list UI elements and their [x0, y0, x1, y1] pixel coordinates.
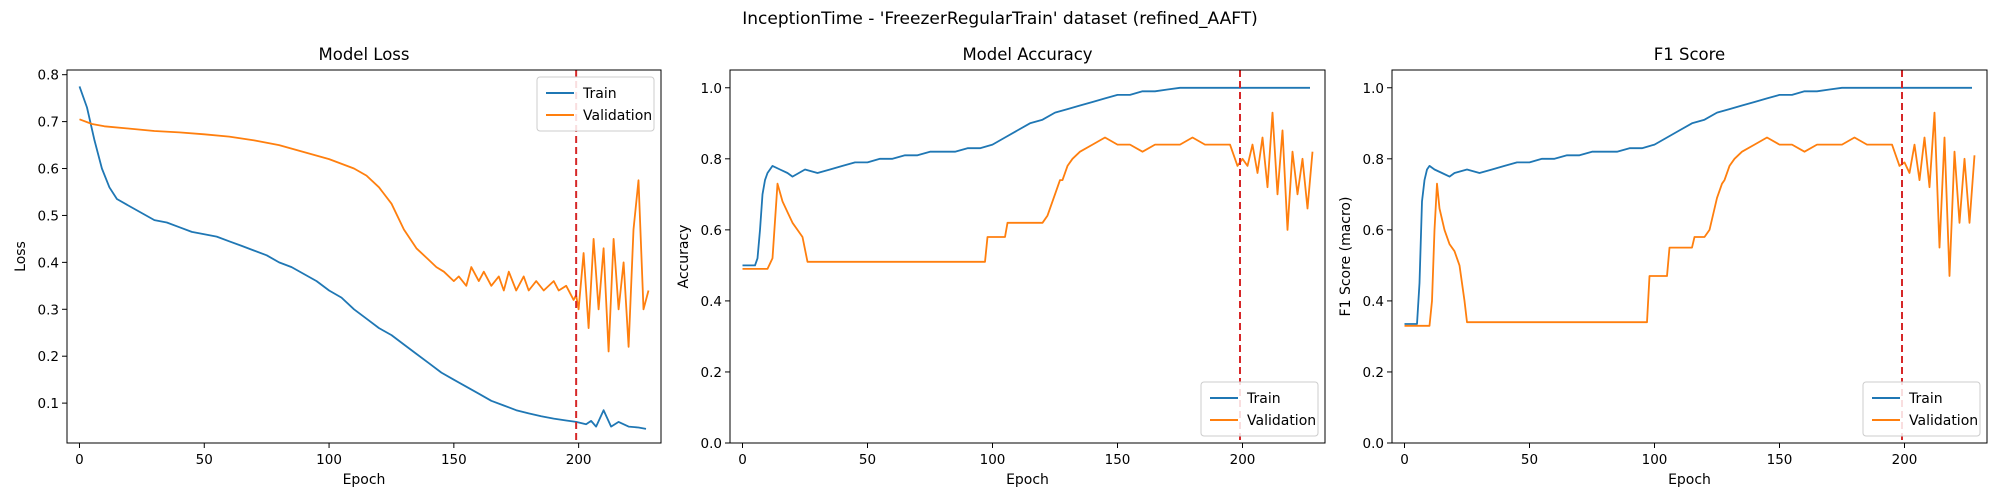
series-line-train	[1404, 86, 1972, 325]
legend-label-train: Train	[1908, 391, 1943, 407]
y-tick-label: 0.7	[38, 115, 59, 131]
y-tick-label: 0.2	[38, 349, 59, 365]
legend-label-train: Train	[1246, 391, 1281, 407]
y-axis-label: Accuracy	[676, 225, 692, 289]
legend-label-validation: Validation	[583, 108, 652, 124]
y-tick-label: 0.0	[701, 436, 722, 452]
x-tick-label: 0	[1400, 452, 1409, 468]
y-tick-label: 0.4	[1363, 294, 1384, 310]
chart-title: Model Loss	[319, 45, 410, 64]
y-tick-label: 0.4	[38, 255, 59, 271]
chart-panel-3: 0 50 100 150 200 0.0 0.2 0.4 0.6 0.8 1.0 F1 Score Ep…	[1338, 45, 1988, 488]
chart-panel-1: 0 50 100 150 200 0.1 0.2 0.3 0.4 0.5 0.6 0.7 0.8 Mode…	[13, 45, 662, 488]
x-tick-label: 100	[316, 452, 342, 468]
x-tick-label: 50	[859, 452, 876, 468]
series-line-validation	[79, 118, 650, 353]
x-tick-label: 100	[980, 452, 1006, 468]
y-tick-label: 0.4	[701, 294, 722, 310]
y-tick-label: 0.1	[38, 396, 59, 412]
chart-title: Model Accuracy	[962, 45, 1092, 64]
x-tick-label: 0	[75, 452, 84, 468]
y-tick-label: 0.0	[1363, 436, 1384, 452]
x-tick-label: 200	[1892, 452, 1918, 468]
x-tick-label: 50	[1521, 452, 1538, 468]
x-axis-label: Epoch	[343, 472, 386, 488]
x-axis-label: Epoch	[1006, 472, 1049, 488]
series-line-validation	[1404, 111, 1976, 327]
y-tick-label: 0.5	[38, 208, 59, 224]
x-tick-label: 150	[1105, 452, 1131, 468]
legend: Train Validation	[1862, 381, 1981, 437]
axes-frame	[66, 69, 662, 444]
y-tick-label: 0.3	[38, 302, 59, 318]
series-line-train	[78, 86, 647, 430]
legend-label-validation: Validation	[1247, 413, 1316, 429]
legend-label-train: Train	[582, 86, 617, 102]
x-tick-label: 150	[1767, 452, 1793, 468]
legend: Train Validation	[1200, 381, 1319, 437]
figure-title: InceptionTime - 'FreezerRegularTrain' da…	[742, 9, 1258, 29]
y-axis-label: F1 Score (macro)	[1338, 197, 1354, 317]
y-tick-label: 0.8	[701, 152, 722, 168]
y-tick-label: 1.0	[701, 81, 722, 97]
y-tick-label: 0.8	[1363, 152, 1384, 168]
y-tick-label: 0.2	[1363, 365, 1384, 381]
legend-box	[1862, 381, 1981, 437]
y-axis-label: Loss	[13, 241, 29, 272]
x-tick-label: 50	[196, 452, 213, 468]
x-tick-label: 200	[1230, 452, 1256, 468]
x-tick-label: 0	[738, 452, 747, 468]
chart-panel-2: 0 50 100 150 200 0.0 0.2 0.4 0.6 0.8 1.0 Model Accu…	[676, 45, 1326, 488]
legend-box	[1200, 381, 1319, 437]
series-line-train	[742, 86, 1310, 267]
y-tick-label: 0.6	[1363, 223, 1384, 239]
x-tick-label: 200	[566, 452, 592, 468]
y-tick-label: 1.0	[1363, 81, 1384, 97]
legend: Train Validation	[536, 76, 655, 132]
y-tick-label: 0.6	[38, 162, 59, 178]
chart-title: F1 Score	[1654, 45, 1725, 64]
series-line-validation	[742, 111, 1314, 270]
y-tick-label: 0.6	[701, 223, 722, 239]
y-tick-label: 0.2	[701, 365, 722, 381]
axes-frame	[729, 69, 1326, 444]
axes-frame	[1391, 69, 1988, 444]
legend-label-validation: Validation	[1909, 413, 1978, 429]
x-tick-label: 150	[441, 452, 467, 468]
y-tick-label: 0.8	[38, 68, 59, 84]
legend-box	[536, 76, 655, 132]
x-tick-label: 100	[1642, 452, 1668, 468]
x-axis-label: Epoch	[1668, 472, 1711, 488]
